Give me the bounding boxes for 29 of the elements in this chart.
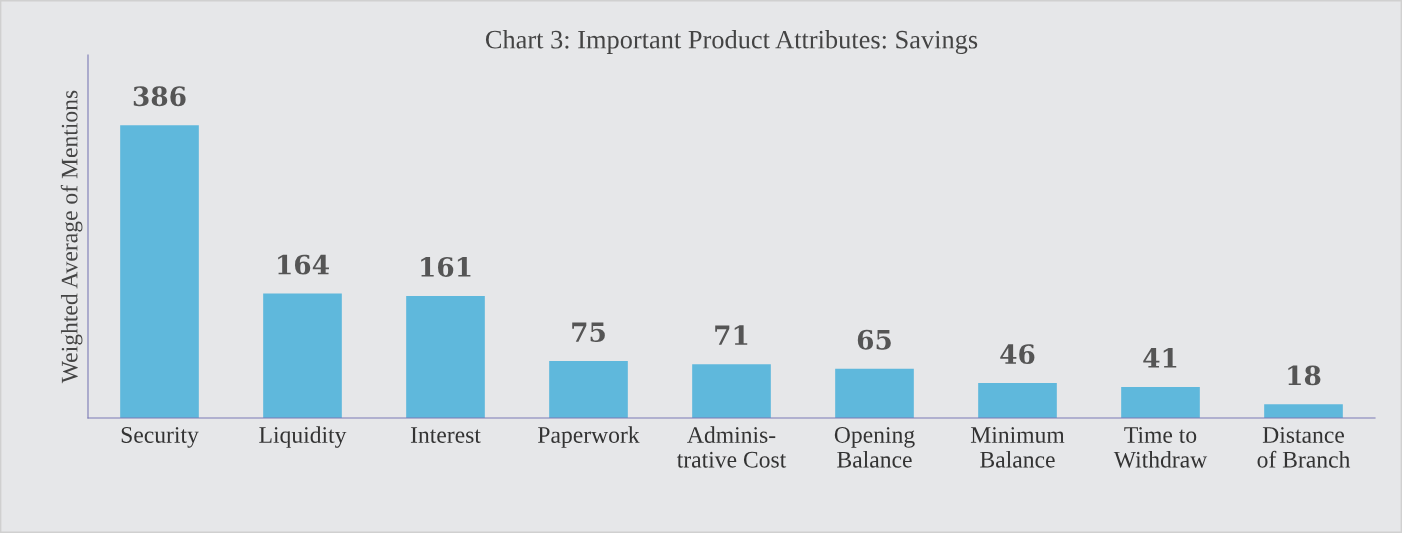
bar [120, 125, 199, 418]
data-label: 46 [1000, 344, 1035, 365]
bar [549, 361, 628, 418]
x-tick-label: Minimum Balance [970, 427, 1065, 468]
data-label: 18 [1288, 365, 1321, 386]
data-label: 41 [1143, 347, 1177, 368]
chart-title: Chart 3: Important Product Attributes: Savings [485, 30, 978, 54]
x-tick-label: Time to Withdraw [1113, 427, 1208, 468]
data-label: 75 [572, 322, 605, 343]
x-tick-label: Opening Balance [834, 427, 915, 468]
data-label: 65 [857, 329, 891, 350]
x-tick-label: Interest [410, 427, 481, 443]
x-tick-label: Security [121, 427, 199, 448]
bar [263, 293, 342, 418]
data-label: 161 [421, 256, 471, 277]
bar [1121, 386, 1200, 418]
x-tick-label: Liquidity [259, 426, 347, 448]
data-label: 71 [715, 325, 748, 345]
data-label: 164 [278, 254, 329, 275]
x-tick-label: Paperwork [538, 426, 640, 448]
data-label: 386 [133, 86, 186, 107]
x-tick-label: Adminis- trative Cost [676, 426, 787, 468]
x-tick-label: Distance of Branch [1257, 427, 1351, 468]
bar [1264, 404, 1343, 418]
bar [978, 383, 1057, 418]
bar [835, 368, 914, 418]
bar [692, 364, 771, 418]
y-axis-title: Weighted Average of Mentions [60, 90, 83, 384]
bar [406, 295, 485, 418]
